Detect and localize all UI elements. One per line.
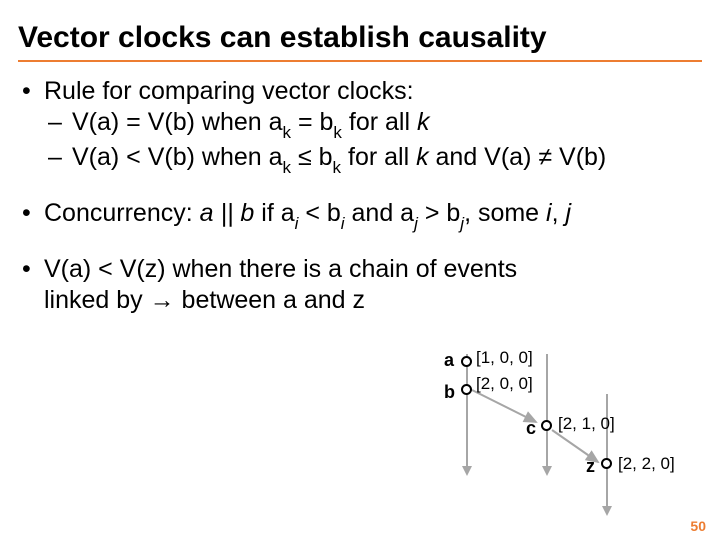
- dash-rule-lt: V(a) < V(b) when ak ≤ bk for all k and V…: [44, 142, 702, 176]
- event-b-vector: [2, 0, 0]: [476, 374, 533, 394]
- event-c-vector: [2, 1, 0]: [558, 414, 615, 434]
- event-a-vector: [1, 0, 0]: [476, 348, 533, 368]
- event-b-label: b: [444, 382, 455, 403]
- title-underline: [18, 60, 702, 62]
- event-z-label: z: [586, 456, 595, 477]
- event-z-vector: [2, 2, 0]: [618, 454, 675, 474]
- content-area: Rule for comparing vector clocks: V(a) =…: [18, 76, 702, 317]
- message-arrow-svg: [414, 354, 694, 514]
- event-c-circle: [541, 420, 552, 431]
- slide-number: 50: [690, 518, 706, 534]
- dash-rule-eq: V(a) = V(b) when ak = bk for all k: [44, 107, 702, 141]
- event-z-circle: [601, 458, 612, 469]
- event-c-label: c: [526, 418, 536, 439]
- event-a-circle: [461, 356, 472, 367]
- bullet-concurrency: Concurrency: a || b if ai < bi and aj > …: [18, 198, 702, 232]
- bullet-rule-text: Rule for comparing vector clocks:: [44, 77, 414, 105]
- vector-clock-diagram: a [1, 0, 0] b [2, 0, 0] c [2, 1, 0] z [2…: [414, 354, 694, 514]
- bullet-rule: Rule for comparing vector clocks: V(a) =…: [18, 76, 702, 176]
- slide-title: Vector clocks can establish causality: [18, 20, 702, 60]
- slide-container: Vector clocks can establish causality Ru…: [0, 0, 720, 540]
- event-a-label: a: [444, 350, 454, 371]
- bullet-chain: V(a) < V(z) when there is a chain of eve…: [18, 254, 702, 317]
- event-b-circle: [461, 384, 472, 395]
